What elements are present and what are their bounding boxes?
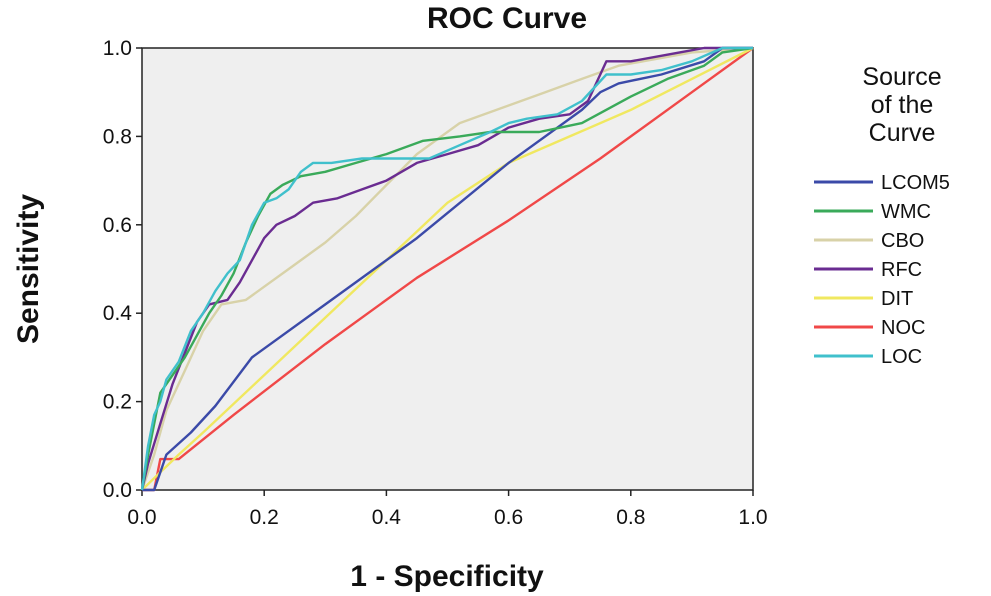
x-tick-label: 0.2 [250,506,279,529]
legend-label-dit: DIT [881,288,913,310]
y-tick-label: 0.0 [103,479,132,502]
x-tick-label: 0.6 [494,506,523,529]
series-line-noc [142,47,754,492]
series-line-cbo [140,46,754,491]
chart-title: ROC Curve [427,2,587,35]
legend-title-line-2: of the [871,91,934,119]
y-axis: 0.0 0.2 0.4 0.6 0.8 1.0 [103,37,142,502]
series-line-loc [140,46,753,491]
legend-label-loc: LOC [881,346,922,368]
y-axis-label: Sensitivity [12,194,45,344]
y-tick-label: 1.0 [103,37,132,60]
x-tick-label: 0.4 [372,506,402,529]
x-tick-label: 1.0 [738,506,767,529]
y-tick-label: 0.6 [103,214,132,237]
x-axis: 0.0 0.2 0.4 0.6 0.8 1.0 [127,490,768,529]
legend-label-cbo: CBO [881,230,924,252]
legend-title-line-1: Source [862,63,941,91]
x-axis-label: 1 - Specificity [350,560,544,593]
legend-label-lcom5: LCOM5 [881,172,950,194]
x-tick-label: 0.8 [616,506,645,529]
y-tick-label: 0.4 [103,302,133,325]
x-tick-label: 0.0 [127,506,156,529]
series-line-lcom5 [142,46,753,492]
legend-title-line-3: Curve [869,119,936,147]
legend: Source of the Curve LCOM5 WMC CBO RFC DIT NOC… [814,63,950,368]
series-line-wmc [140,46,754,491]
legend-label-wmc: WMC [881,201,931,223]
y-tick-label: 0.2 [103,391,132,414]
series-lines [140,46,754,492]
legend-label-rfc: RFC [881,259,922,281]
y-tick-label: 0.8 [103,125,132,148]
legend-label-noc: NOC [881,317,925,339]
